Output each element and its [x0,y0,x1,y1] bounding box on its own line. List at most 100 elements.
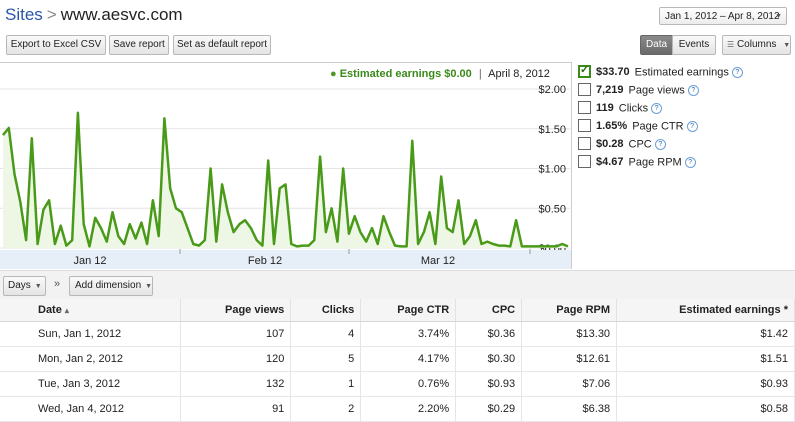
breadcrumb-sites-link[interactable]: Sites [5,5,43,24]
metric-page-rpm[interactable]: $4.67 Page RPM? [578,155,696,172]
metric-checkbox[interactable] [578,101,591,114]
cell-page-views: 107 [180,321,292,347]
column-header-page-ctr[interactable]: Page CTR [360,299,457,322]
column-header-cpc[interactable]: CPC [455,299,523,322]
chevron-down-icon: ▼ [775,13,782,20]
add-dimension-button[interactable]: Add dimension ▼ [69,276,153,296]
column-header-page-views[interactable]: Page views [180,299,292,322]
cell-date: Mon, Jan 2, 2012 [0,346,182,372]
help-icon[interactable]: ? [687,85,699,96]
chart-legend-text: Estimated earnings $0.00 [339,68,472,80]
metric-value: 1.65% [596,120,628,133]
chart-header: ● Estimated earnings $0.00 | April 8, 20… [330,68,550,80]
metric-cpc[interactable]: $0.28 CPC? [578,137,666,154]
help-icon[interactable]: ? [731,67,743,78]
page-title: www.aesvc.com [60,5,183,24]
table-row: Sun, Jan 1, 2012 107 4 3.74% $0.36 $13.3… [0,321,795,347]
chevron-down-icon: ▼ [34,283,42,290]
sort-ascending-icon: ▴ [64,306,69,315]
metric-checkbox[interactable] [578,155,591,168]
y-tick-label: $1.50 [538,124,566,136]
set-default-report-button[interactable]: Set as default report [173,35,271,55]
x-tick-label: Feb 12 [248,255,282,267]
cell-estimated-earnings: $0.58 [616,396,795,422]
metric-value: 119 [596,102,614,115]
metric-label: Clicks [618,102,649,115]
cell-cpc: $0.93 [455,371,523,397]
cell-clicks: 2 [290,396,362,422]
cell-cpc: $0.29 [455,396,523,422]
cell-cpc: $0.30 [455,346,523,372]
save-report-button[interactable]: Save report [109,35,169,55]
cell-page-ctr: 4.17% [360,346,457,372]
metric-checkbox[interactable] [578,83,591,96]
legend-dot-icon: ● [330,68,337,80]
help-icon[interactable]: ? [654,139,666,150]
days-label: Days [8,280,31,291]
chevron-down-icon: ▼ [783,42,791,49]
metric-checkbox[interactable] [578,63,591,78]
chevron-down-icon: ▼ [145,283,153,290]
cell-clicks: 1 [290,371,362,397]
data-toggle-button[interactable]: Data [640,35,673,55]
cell-estimated-earnings: $0.93 [616,371,795,397]
column-header-estimated-earnings[interactable]: Estimated earnings * [616,299,795,322]
columns-icon: ☰ [727,40,735,49]
metric-checkbox[interactable] [578,119,591,132]
report-table: Date ▴ Page views Clicks Page CTR CPC Pa… [0,299,795,422]
table-row: Mon, Jan 2, 2012 120 5 4.17% $0.30 $12.6… [0,346,795,372]
column-header-clicks[interactable]: Clicks [290,299,362,322]
help-icon[interactable]: ? [686,121,698,132]
events-toggle-button[interactable]: Events [672,35,716,55]
breadcrumb-separator: > [46,5,57,24]
y-tick-label: $0.50 [538,203,566,215]
cell-page-views: 132 [180,371,292,397]
help-icon[interactable]: ? [651,103,663,114]
cell-page-rpm: $12.61 [521,346,618,372]
earnings-chart-panel: $2.00 $1.50 $1.00 $0.50 $0.00 Jan 12 Feb 12 Mar… [0,62,572,269]
table-row: Tue, Jan 3, 2012 132 1 0.76% $0.93 $7.06… [0,371,795,397]
help-icon[interactable]: ? [684,157,696,168]
metric-page-ctr[interactable]: 1.65% Page CTR? [578,119,698,136]
metric-label: Estimated earnings [634,66,729,79]
chevron-right-icon: » [54,278,61,290]
metric-value: $0.28 [596,138,624,151]
earnings-area [3,112,568,248]
columns-button[interactable]: ☰ Columns ▼ [722,35,791,55]
chart-header-divider: | [478,68,482,80]
cell-clicks: 4 [290,321,362,347]
cell-estimated-earnings: $1.42 [616,321,795,347]
cell-estimated-earnings: $1.51 [616,346,795,372]
metric-value: 7,219 [596,84,624,97]
y-tick-label: $2.00 [538,84,566,96]
metric-clicks[interactable]: 119 Clicks? [578,101,663,118]
metric-label: Page RPM [628,156,682,169]
metric-checkbox[interactable] [578,137,591,150]
cell-cpc: $0.36 [455,321,523,347]
cell-page-ctr: 0.76% [360,371,457,397]
cell-clicks: 5 [290,346,362,372]
table-row: Wed, Jan 4, 2012 91 2 2.20% $0.29 $6.38 … [0,396,795,422]
metric-label: Page CTR [632,120,684,133]
column-header-date[interactable]: Date ▴ [0,299,182,322]
date-range-label: Jan 1, 2012 – Apr 8, 2012 [665,11,780,22]
cell-page-views: 91 [180,396,292,422]
metric-estimated-earnings[interactable]: $33.70 Estimated earnings? [578,63,743,82]
x-tick-label: Mar 12 [421,255,455,267]
table-header-row: Date ▴ Page views Clicks Page CTR CPC Pa… [0,299,795,322]
breadcrumb: Sites > www.aesvc.com [5,5,183,25]
cell-page-rpm: $6.38 [521,396,618,422]
cell-page-ctr: 2.20% [360,396,457,422]
add-dimension-label: Add dimension [75,280,142,291]
metric-page-views[interactable]: 7,219 Page views? [578,83,699,100]
x-axis-band [0,250,571,269]
metric-label: CPC [628,138,652,151]
export-csv-button[interactable]: Export to Excel CSV [6,35,106,55]
date-range-picker[interactable]: Jan 1, 2012 – Apr 8, 2012 ▼ [659,7,787,25]
days-dropdown[interactable]: Days ▼ [3,276,46,296]
cell-date: Tue, Jan 3, 2012 [0,371,182,397]
sort-indicator-icon: * [783,304,788,316]
x-tick-label: Jan 12 [73,255,106,267]
column-header-page-rpm[interactable]: Page RPM [521,299,618,322]
